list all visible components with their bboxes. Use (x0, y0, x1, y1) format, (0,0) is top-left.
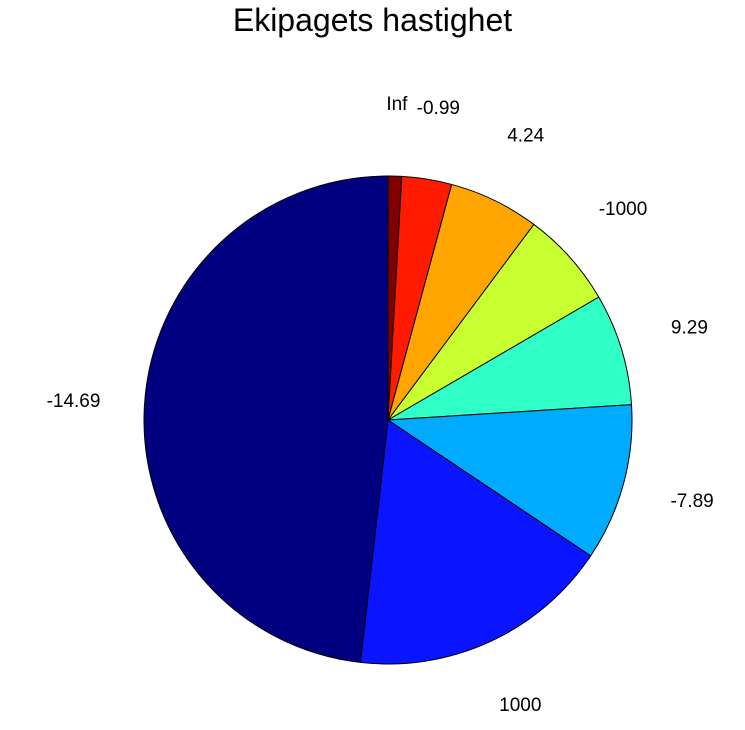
chart-title: Ekipagets hastighet (232, 2, 513, 38)
slice-label: -1000 (599, 199, 648, 220)
slice-label: -7.89 (670, 491, 713, 512)
pie-slice (359, 419, 592, 665)
slice-label: Inf (386, 94, 408, 115)
pie-slices (143, 175, 633, 665)
pie-labels: Inf -0.99 4.24 -1000 9.29 -7.89 1000 -14.69 (47, 94, 714, 716)
slice-label: 4.24 (507, 126, 544, 147)
slice-label: -0.99 (417, 98, 460, 119)
pie-slice (143, 175, 389, 663)
slice-label: 1000 (499, 695, 541, 716)
pie-slice (386, 404, 633, 557)
slice-label: -14.69 (47, 391, 101, 412)
slice-label: 9.29 (671, 317, 708, 338)
pie-slice (387, 296, 633, 421)
